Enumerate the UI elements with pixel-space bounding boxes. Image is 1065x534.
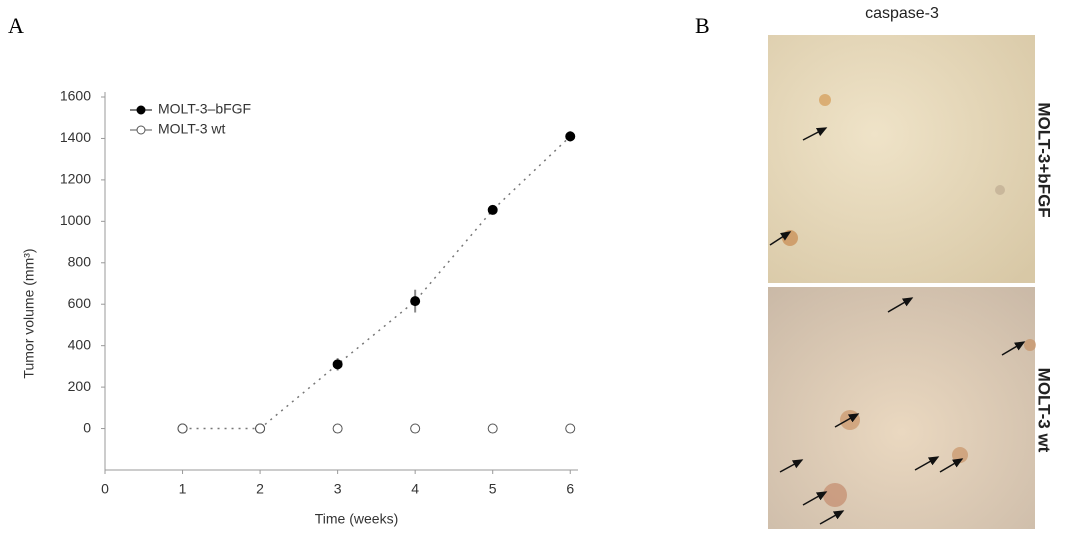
x-tick-label: 0 (101, 481, 109, 497)
point (565, 131, 576, 142)
legend-label: MOLT-3 wt (158, 121, 226, 137)
micrograph-bottom (768, 287, 1036, 529)
legend-marker (136, 125, 146, 135)
x-tick-label: 4 (411, 481, 419, 497)
x-tick-label: 5 (489, 481, 497, 497)
point (487, 204, 498, 215)
y-tick-label: 0 (83, 419, 91, 435)
y-tick-label: 600 (68, 295, 92, 311)
point (332, 423, 343, 434)
series-line (182, 135, 571, 430)
point (565, 423, 576, 434)
y-axis-title: Tumor volume (mm³) (21, 248, 37, 378)
row-label: MOLT-3 wt (1035, 368, 1054, 453)
legend-marker (136, 105, 146, 115)
y-tick-label: 800 (68, 253, 92, 269)
x-tick-label: 6 (566, 481, 574, 497)
y-tick-label: 1600 (60, 88, 91, 104)
legend-label: MOLT-3–bFGF (158, 101, 251, 117)
panel-label: A (8, 13, 24, 38)
y-tick-label: 400 (68, 336, 92, 352)
point (487, 423, 498, 434)
point (177, 423, 188, 434)
y-tick-label: 1200 (60, 171, 91, 187)
column-title: caspase-3 (865, 5, 939, 22)
row-label: MOLT-3+bFGF (1035, 102, 1054, 217)
x-tick-label: 3 (334, 481, 342, 497)
point (255, 423, 266, 434)
y-tick-label: 1000 (60, 212, 91, 228)
micrograph-top (768, 35, 1035, 283)
x-tick-label: 2 (256, 481, 264, 497)
panel-label: B (695, 13, 710, 38)
point (410, 423, 421, 434)
x-tick-label: 1 (179, 481, 187, 497)
x-axis-title: Time (weeks) (315, 511, 399, 527)
point (332, 359, 343, 370)
y-tick-label: 200 (68, 378, 92, 394)
point (410, 296, 421, 307)
y-tick-label: 1400 (60, 129, 91, 145)
